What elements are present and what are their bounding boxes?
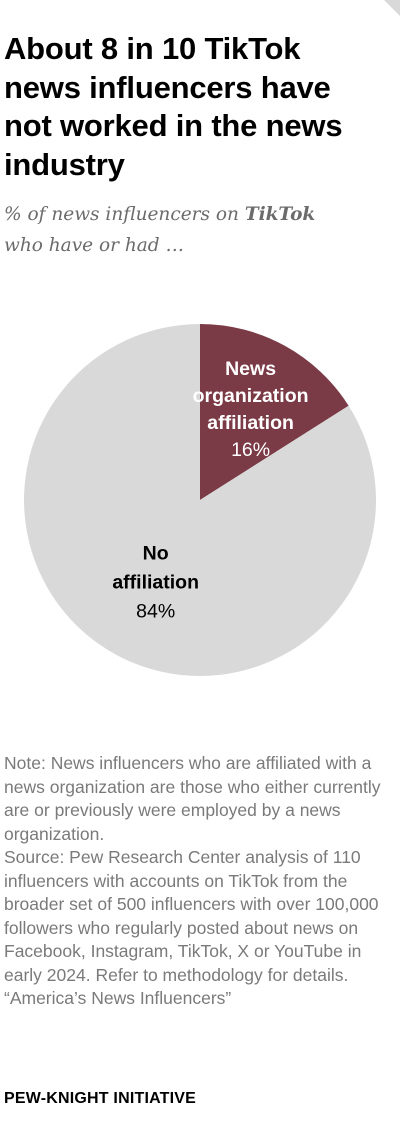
pie-slice-0 <box>200 324 349 500</box>
report-title: “America’s News Influencers” <box>4 988 232 1008</box>
slice-value-label-1: 84% <box>136 601 175 623</box>
slice-category-label-1: affiliation <box>112 572 199 594</box>
slice-category-label-0: News <box>225 358 276 380</box>
chart-title: About 8 in 10 TikTok news influencers ha… <box>4 31 343 182</box>
subtitle-platform: TikTok <box>244 204 316 225</box>
subtitle-prefix: % of news influencers on <box>4 204 245 225</box>
brand-logo-text: PEW-KNIGHT INITIATIVE <box>4 1090 197 1107</box>
slice-category-label-0: affiliation <box>207 412 294 434</box>
footnote: Note: News influencers who are affiliate… <box>4 752 396 1011</box>
slice-value-label-0: 16% <box>231 439 270 461</box>
pie-slices <box>24 324 377 676</box>
pie-slice-1 <box>24 324 377 676</box>
source-text: Source: Pew Research Center analysis of … <box>4 847 379 985</box>
pie-labels: News organization affiliation 16% No affiliat… <box>112 358 308 623</box>
slice-category-label-0: organization <box>193 385 309 407</box>
subtitle-line-2: who have or had … <box>4 235 185 256</box>
pie-chart: News organization affiliation 16% No affiliat… <box>24 324 377 676</box>
note-text: Note: News influencers who are affiliate… <box>4 753 381 844</box>
chart-subtitle: % of news influencers on TikTok who have… <box>4 199 384 261</box>
corner-tab-decoration <box>384 0 400 16</box>
slice-category-label-1: No <box>143 543 169 565</box>
